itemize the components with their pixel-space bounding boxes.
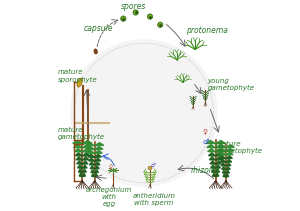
Polygon shape <box>218 149 226 151</box>
Text: mature
sporophyte: mature sporophyte <box>58 69 97 83</box>
Polygon shape <box>86 146 94 150</box>
Polygon shape <box>222 170 226 173</box>
Text: young
gametophyte: young gametophyte <box>207 78 254 91</box>
Polygon shape <box>74 149 82 152</box>
Polygon shape <box>73 141 82 144</box>
Polygon shape <box>209 157 216 160</box>
Polygon shape <box>216 165 220 168</box>
Polygon shape <box>216 161 221 164</box>
Text: ♀: ♀ <box>109 164 112 170</box>
Polygon shape <box>88 158 94 161</box>
Polygon shape <box>216 153 223 156</box>
Circle shape <box>121 16 126 21</box>
Polygon shape <box>79 173 82 177</box>
Polygon shape <box>82 165 87 168</box>
Polygon shape <box>82 153 89 156</box>
Polygon shape <box>216 149 224 152</box>
Polygon shape <box>219 152 226 155</box>
Polygon shape <box>76 157 82 160</box>
Polygon shape <box>226 170 230 173</box>
Polygon shape <box>216 173 219 177</box>
Text: antheridium
with sperm: antheridium with sperm <box>133 193 176 206</box>
Polygon shape <box>208 149 216 152</box>
Text: mature
gametophyte: mature gametophyte <box>58 127 105 140</box>
Polygon shape <box>92 174 94 177</box>
Ellipse shape <box>94 49 97 54</box>
Polygon shape <box>210 161 216 164</box>
Polygon shape <box>207 145 216 148</box>
Circle shape <box>133 10 138 15</box>
Polygon shape <box>94 170 98 173</box>
Polygon shape <box>220 160 226 162</box>
Ellipse shape <box>148 166 152 170</box>
Text: capsule: capsule <box>84 24 113 33</box>
Polygon shape <box>82 145 91 148</box>
Polygon shape <box>211 165 216 168</box>
Polygon shape <box>226 152 233 155</box>
Polygon shape <box>216 157 222 160</box>
Polygon shape <box>87 150 94 154</box>
Polygon shape <box>223 174 226 177</box>
Polygon shape <box>94 166 99 169</box>
Polygon shape <box>89 162 94 165</box>
Polygon shape <box>212 173 216 177</box>
Polygon shape <box>82 149 90 152</box>
Polygon shape <box>226 145 235 148</box>
Text: mature
gametophyte: mature gametophyte <box>216 141 262 154</box>
Polygon shape <box>77 161 82 164</box>
Polygon shape <box>82 161 88 164</box>
Polygon shape <box>94 143 104 146</box>
Polygon shape <box>90 166 94 169</box>
Text: ♀: ♀ <box>203 128 208 134</box>
Polygon shape <box>219 156 226 159</box>
Polygon shape <box>94 146 103 150</box>
Polygon shape <box>91 170 94 173</box>
Polygon shape <box>82 157 89 160</box>
Polygon shape <box>94 158 101 161</box>
Polygon shape <box>75 153 82 156</box>
Polygon shape <box>94 154 101 157</box>
Polygon shape <box>212 169 216 172</box>
Polygon shape <box>82 173 85 177</box>
Polygon shape <box>82 169 86 172</box>
Polygon shape <box>88 154 94 157</box>
Polygon shape <box>226 156 232 159</box>
Polygon shape <box>94 162 100 165</box>
Polygon shape <box>208 153 216 156</box>
Text: ♂: ♂ <box>202 139 208 145</box>
Polygon shape <box>77 165 82 168</box>
Polygon shape <box>216 169 220 172</box>
Polygon shape <box>217 145 226 148</box>
Polygon shape <box>94 174 98 177</box>
Polygon shape <box>222 167 226 170</box>
Polygon shape <box>226 160 232 162</box>
Polygon shape <box>78 169 82 172</box>
Polygon shape <box>216 145 224 148</box>
Polygon shape <box>216 141 225 144</box>
Polygon shape <box>226 174 229 177</box>
Text: spores: spores <box>121 2 146 11</box>
Text: rhizoids: rhizoids <box>190 166 220 175</box>
Polygon shape <box>221 163 226 166</box>
Polygon shape <box>85 143 94 146</box>
Polygon shape <box>226 163 231 166</box>
Polygon shape <box>82 141 92 144</box>
Circle shape <box>147 14 153 19</box>
Circle shape <box>70 39 218 187</box>
Polygon shape <box>206 141 216 144</box>
Polygon shape <box>226 149 234 151</box>
Ellipse shape <box>77 78 82 87</box>
Text: protonema: protonema <box>187 26 228 35</box>
Polygon shape <box>74 145 82 148</box>
Polygon shape <box>226 167 230 170</box>
Circle shape <box>158 22 163 27</box>
Polygon shape <box>94 150 102 154</box>
Text: ♂: ♂ <box>150 163 155 168</box>
Text: archegonium
with
egg: archegonium with egg <box>86 187 132 207</box>
